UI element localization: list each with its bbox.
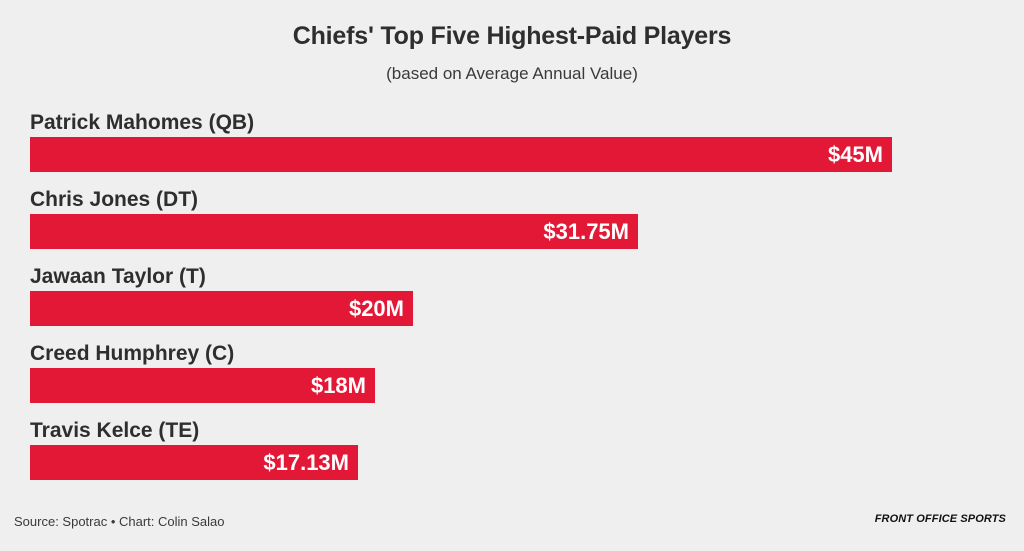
bar-label: Chris Jones (DT) xyxy=(30,188,199,211)
bar-value-label: $31.75M xyxy=(543,219,629,244)
bar-value-label: $45M xyxy=(827,142,883,167)
bar: $31.75M xyxy=(30,214,638,249)
source-note: Source: Spotrac • Chart: Colin Salao xyxy=(14,514,225,529)
front-office-sports-logo: FRONT OFFICE SPORTS xyxy=(874,513,1006,525)
bar-label: Jawaan Taylor (T) xyxy=(30,265,206,288)
bar-label: Travis Kelce (TE) xyxy=(30,419,200,442)
bar-value-label: $18M xyxy=(310,373,366,398)
bar: $45M xyxy=(30,137,892,172)
chart-title: Chiefs' Top Five Highest-Paid Players xyxy=(292,22,732,50)
chart-subtitle: (based on Average Annual Value) xyxy=(386,64,638,83)
bar: $18M xyxy=(30,368,375,403)
bar-label: Patrick Mahomes (QB) xyxy=(30,111,255,134)
bar-label: Creed Humphrey (C) xyxy=(30,342,235,365)
bar: $17.13M xyxy=(30,445,358,480)
bar-value-label: $17.13M xyxy=(263,450,349,475)
bar-value-label: $20M xyxy=(348,296,404,321)
bar: $20M xyxy=(30,291,413,326)
